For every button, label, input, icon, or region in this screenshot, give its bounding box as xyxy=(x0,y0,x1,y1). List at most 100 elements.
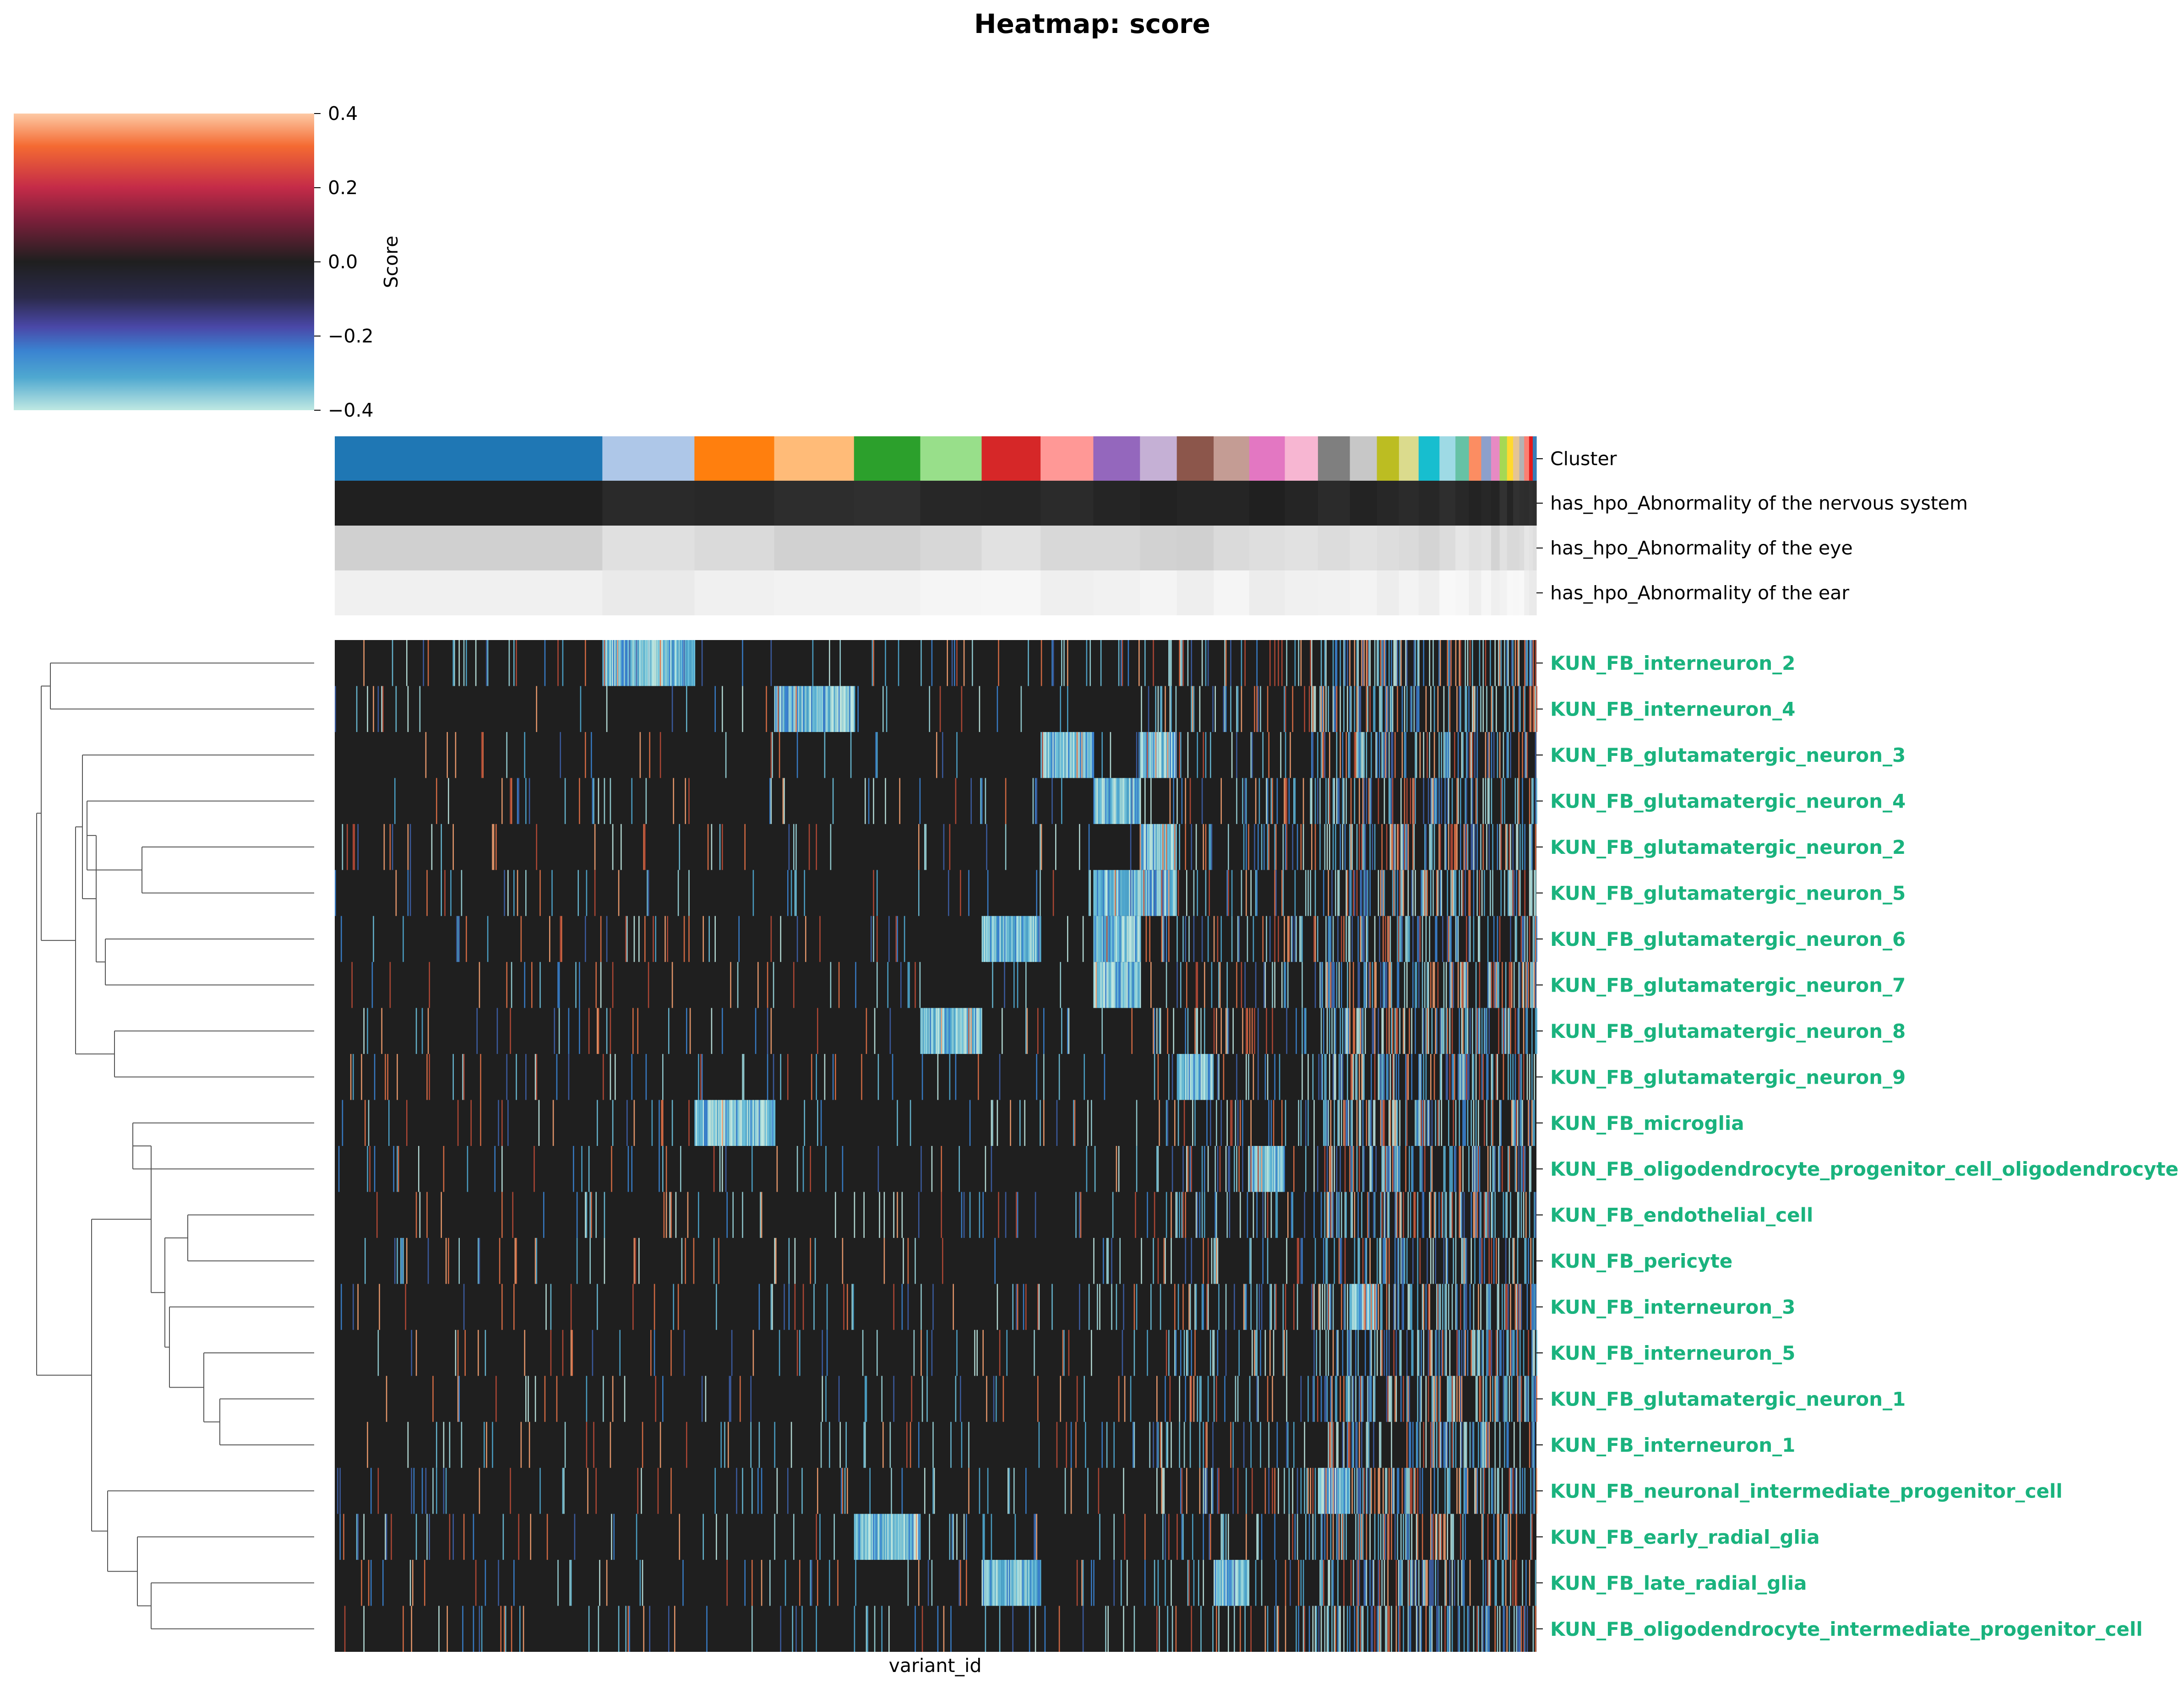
heatmap-cell xyxy=(1111,916,1112,962)
heatmap-cell xyxy=(1463,1606,1465,1652)
heatmap-cell xyxy=(1393,1330,1394,1376)
heatmap-cell xyxy=(1351,824,1353,870)
heatmap-cell xyxy=(1110,870,1111,916)
heatmap-cell xyxy=(1024,1560,1026,1606)
heatmap-cell xyxy=(427,640,429,686)
heatmap-cell xyxy=(1506,1514,1508,1560)
heatmap-cell xyxy=(1357,1330,1359,1376)
heatmap-cell xyxy=(757,1100,759,1146)
heatmap-cell xyxy=(1354,1606,1356,1652)
heatmap-cell xyxy=(1525,1238,1527,1284)
heatmap-cell xyxy=(1157,1146,1159,1192)
heatmap-cell xyxy=(1254,824,1255,870)
heatmap-cell xyxy=(1332,1054,1334,1100)
heatmap-cell xyxy=(1212,1606,1214,1652)
heatmap-cell xyxy=(1410,1606,1411,1652)
heatmap-cell xyxy=(990,916,991,962)
heatmap-cell xyxy=(1524,870,1525,916)
heatmap-cell xyxy=(1209,870,1210,916)
heatmap-cell xyxy=(854,1514,855,1560)
heatmap-cell xyxy=(1347,1422,1348,1468)
heatmap-cell xyxy=(1431,1560,1433,1606)
heatmap-cell xyxy=(1228,1514,1229,1560)
heatmap-cell xyxy=(1484,1468,1485,1514)
heatmap-cell xyxy=(737,1100,739,1146)
heatmap-cell xyxy=(924,1468,926,1514)
heatmap-cell xyxy=(1322,1284,1323,1330)
heatmap-cell xyxy=(1347,870,1348,916)
row-label: KUN_FB_glutamatergic_neuron_9 xyxy=(1550,1066,1906,1088)
heatmap-cell xyxy=(1323,1238,1324,1284)
heatmap-cell xyxy=(1320,1376,1322,1422)
heatmap-cell xyxy=(1226,1560,1228,1606)
heatmap-cell xyxy=(698,1054,699,1100)
heatmap-cell xyxy=(641,1468,642,1514)
heatmap-cell xyxy=(822,1330,823,1376)
heatmap-cell xyxy=(1407,1606,1409,1652)
heatmap-cell xyxy=(1146,870,1147,916)
heatmap-cell xyxy=(1288,916,1290,962)
annotation-cell xyxy=(1455,570,1470,615)
annotation-cell xyxy=(981,526,1041,570)
heatmap-cell xyxy=(1439,824,1441,870)
heatmap-cell xyxy=(692,640,694,686)
heatmap-cell xyxy=(1153,1422,1154,1468)
heatmap-cell xyxy=(1129,916,1131,962)
heatmap-cell xyxy=(1395,1192,1397,1238)
heatmap-cell xyxy=(1394,1284,1396,1330)
heatmap-cell xyxy=(1524,824,1525,870)
heatmap-cell xyxy=(994,1238,996,1284)
heatmap-cell xyxy=(808,824,810,870)
heatmap-cell xyxy=(818,686,820,732)
heatmap-cell xyxy=(1438,640,1440,686)
heatmap-cell xyxy=(987,870,989,916)
heatmap-cell xyxy=(1328,1606,1329,1652)
heatmap-cell xyxy=(1380,1100,1382,1146)
heatmap-cell xyxy=(1508,1330,1509,1376)
heatmap-cell xyxy=(1475,1146,1477,1192)
heatmap-cell xyxy=(1456,1284,1458,1330)
heatmap-cell xyxy=(1450,824,1452,870)
heatmap-cell xyxy=(1225,1008,1227,1054)
heatmap-cell xyxy=(1512,870,1514,916)
heatmap-cell xyxy=(1378,1468,1379,1514)
heatmap-cell xyxy=(1164,870,1165,916)
heatmap-cell xyxy=(1365,1238,1366,1284)
heatmap-cell xyxy=(1103,778,1104,824)
heatmap-cell xyxy=(1158,732,1159,778)
heatmap-cell xyxy=(1234,1146,1235,1192)
heatmap-cell xyxy=(445,1238,447,1284)
heatmap-cell xyxy=(1201,916,1203,962)
heatmap-cell xyxy=(1330,1146,1332,1192)
heatmap-cell xyxy=(381,686,382,732)
heatmap-cell xyxy=(1498,1146,1499,1192)
heatmap-cell xyxy=(1460,1054,1461,1100)
cluster-color-cell xyxy=(1524,436,1530,481)
heatmap-cell xyxy=(1067,732,1069,778)
heatmap-cell xyxy=(920,1284,922,1330)
heatmap-cell xyxy=(780,686,782,732)
heatmap-cell xyxy=(1035,1560,1037,1606)
heatmap-cell xyxy=(1144,778,1146,824)
heatmap-cell xyxy=(638,1238,640,1284)
heatmap-cell xyxy=(1479,640,1481,686)
heatmap-cell xyxy=(1472,824,1473,870)
heatmap-cell xyxy=(845,1422,847,1468)
heatmap-cell xyxy=(1117,870,1119,916)
heatmap-cell xyxy=(1391,640,1392,686)
heatmap-cell xyxy=(1399,1330,1400,1376)
heatmap-cell xyxy=(1455,640,1457,686)
heatmap-cell xyxy=(1392,1100,1394,1146)
heatmap-cell xyxy=(1374,962,1376,1008)
heatmap-cell xyxy=(427,1008,429,1054)
heatmap-cell xyxy=(534,1146,535,1192)
heatmap-cell xyxy=(1157,1560,1159,1606)
heatmap-cell xyxy=(370,1560,372,1606)
heatmap-cell xyxy=(1397,916,1398,962)
heatmap-cell xyxy=(383,824,385,870)
heatmap-cell xyxy=(839,686,841,732)
heatmap-cell xyxy=(1516,1146,1517,1192)
heatmap-cell xyxy=(877,916,878,962)
heatmap-cell xyxy=(1371,1146,1372,1192)
heatmap-cell xyxy=(1066,1422,1067,1468)
